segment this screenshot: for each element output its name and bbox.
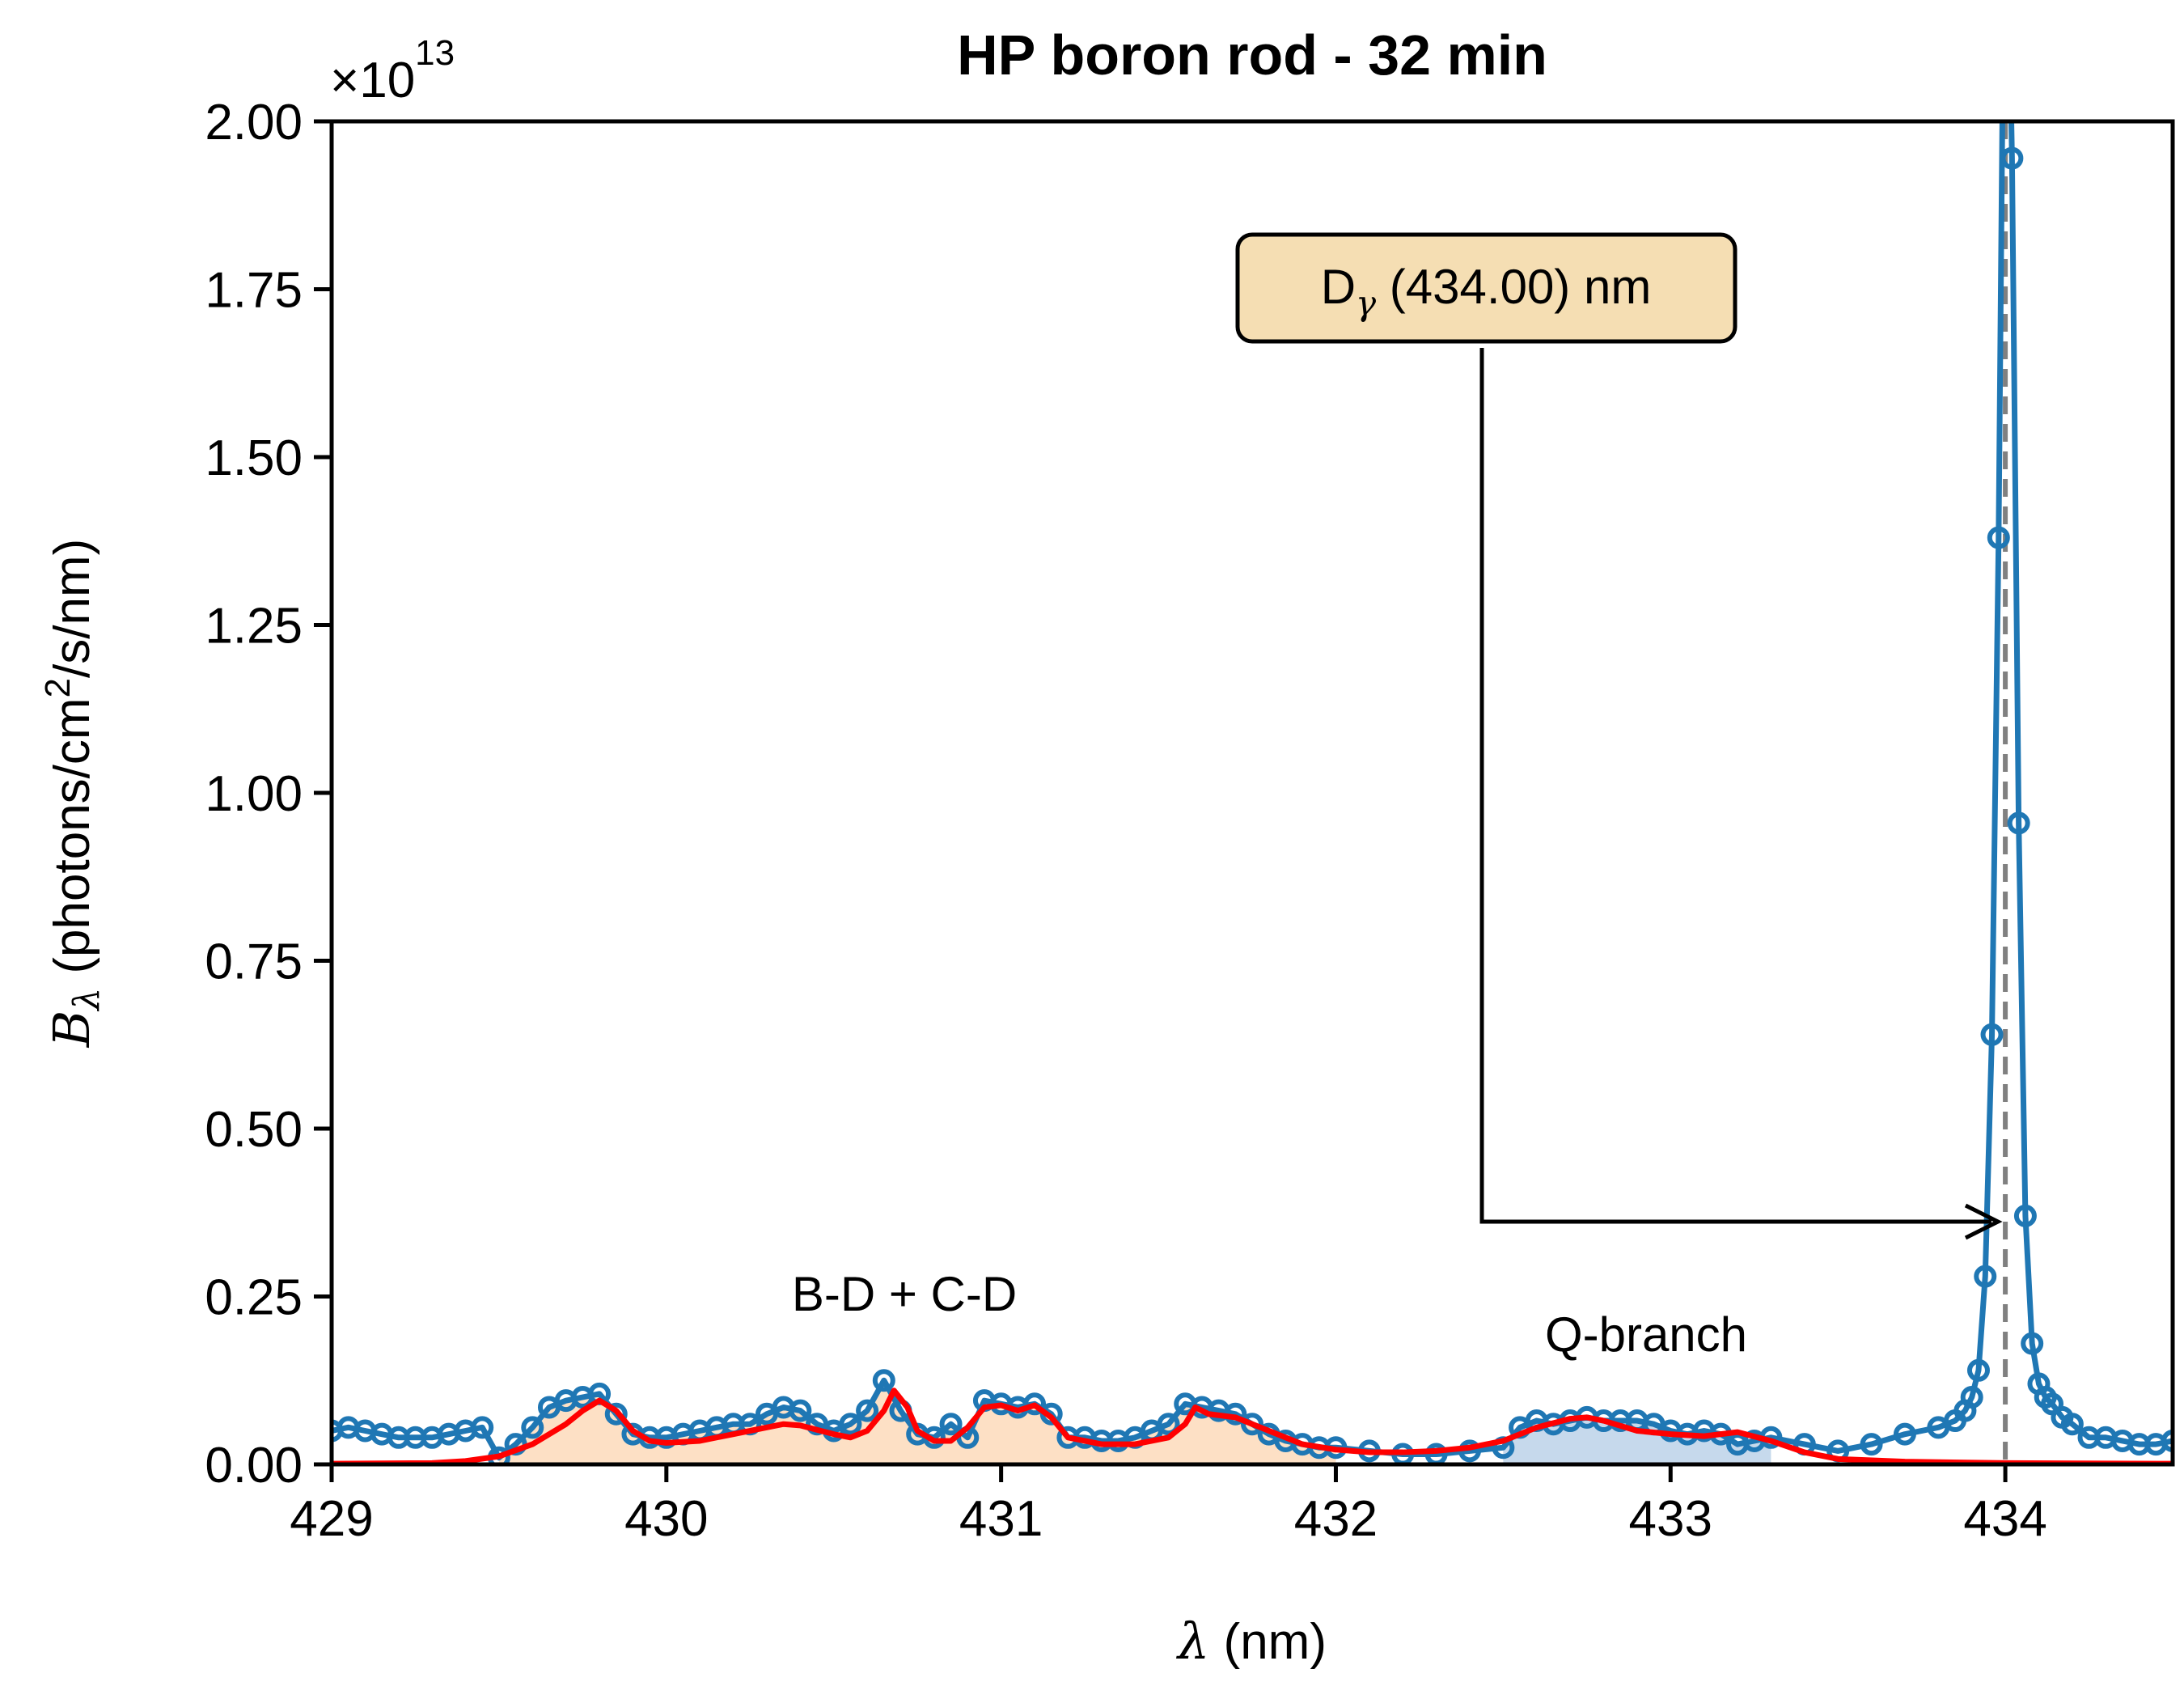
measured-point [1980,1023,2004,1046]
x-axis-unit: (nm) [1224,1614,1327,1670]
measured-point [1860,1433,1883,1456]
measured-point [471,1416,494,1439]
measured-point [2007,811,2030,835]
measured-point [839,1413,862,1436]
chart-title: HP boron rod - 32 min [957,23,1547,87]
y-axis-ticks: 0.00 0.25 0.50 0.75 1.00 1.25 1.50 1.75 2.00 [205,95,332,1494]
x-axis-ticks: 429 430 431 432 433 434 [290,1464,2047,1547]
measured-point [1960,1386,1983,1409]
x-tick-label: 434 [1963,1491,2046,1547]
measured-point [2021,1332,2044,1355]
x-axis-symbol: λ [1175,1612,1209,1671]
measured-point [1023,1392,1047,1416]
y-axis-subscript: λ [66,988,108,1012]
x-tick-label: 433 [1629,1491,1712,1547]
measured-point [1987,526,2010,549]
series-layer [332,121,2173,1464]
offset-base: ×10 [330,53,415,108]
measured-point [872,1369,895,1392]
x-tick-label: 430 [624,1491,708,1547]
y-tick-label: 1.75 [205,263,303,319]
x-tick-label: 432 [1294,1491,1378,1547]
measured-point [939,1413,963,1436]
measured-point [856,1399,879,1422]
y-axis-unit-sup: 2 [38,678,78,697]
annotations: B-D + C-D Q-branch Dγ (434.00) nm [792,232,2003,1362]
y-tick-label: 1.25 [205,599,303,655]
measured-point [2013,1204,2037,1227]
annotation-q-branch: Q-branch [1545,1307,1747,1362]
y-tick-label: 0.75 [205,934,303,990]
d-gamma-rest: (434.00) nm [1376,260,1651,314]
y-axis-label: Bλ (photons/cm2/s/nm) [38,539,108,1049]
y-tick-label: 1.00 [205,766,303,822]
measured-point [789,1399,812,1422]
measured-point [1157,1413,1180,1436]
measured-point [2161,1429,2173,1452]
y-axis-symbol: B [42,1011,101,1049]
d-gamma-arrow-head [1964,1203,2003,1240]
y-tick-label: 1.50 [205,430,303,486]
measured-point [2000,146,2024,170]
y-axis-unit-pre: (photons/cm [44,697,100,973]
svg-text:×1013: ×1013 [330,33,455,108]
d-gamma-subscript: γ [1356,283,1377,323]
measured-point [1966,1358,1990,1382]
x-tick-label: 431 [959,1491,1043,1547]
measured-point [604,1402,628,1426]
d-gamma-main: D [1321,260,1356,314]
d-gamma-arrow-line [1479,348,1991,1224]
y-tick-label: 0.00 [205,1438,303,1494]
annotation-bd-cd: B-D + C-D [792,1267,1017,1321]
measured-point [1893,1422,1916,1446]
y-tick-label: 0.50 [205,1102,303,1158]
measured-point [1241,1413,1263,1436]
y-tick-label: 0.25 [205,1270,303,1326]
x-axis-label: λ (nm) [1175,1612,1327,1671]
measured-point [2060,1413,2084,1436]
y-offset-text: ×1013 [330,33,455,108]
measured-series-line [332,121,2173,1461]
y-axis-unit-post: /s/nm) [44,539,100,678]
measured-point [1974,1265,1997,1288]
fit-series-line [332,1388,2173,1464]
offset-exponent: 13 [415,33,455,73]
d-gamma-label-box [1235,232,1737,344]
measured-point [521,1416,544,1439]
d-gamma-label: Dγ (434.00) nm [1321,260,1652,323]
x-tick-label: 429 [290,1491,373,1547]
y-tick-label: 2.00 [205,95,303,150]
